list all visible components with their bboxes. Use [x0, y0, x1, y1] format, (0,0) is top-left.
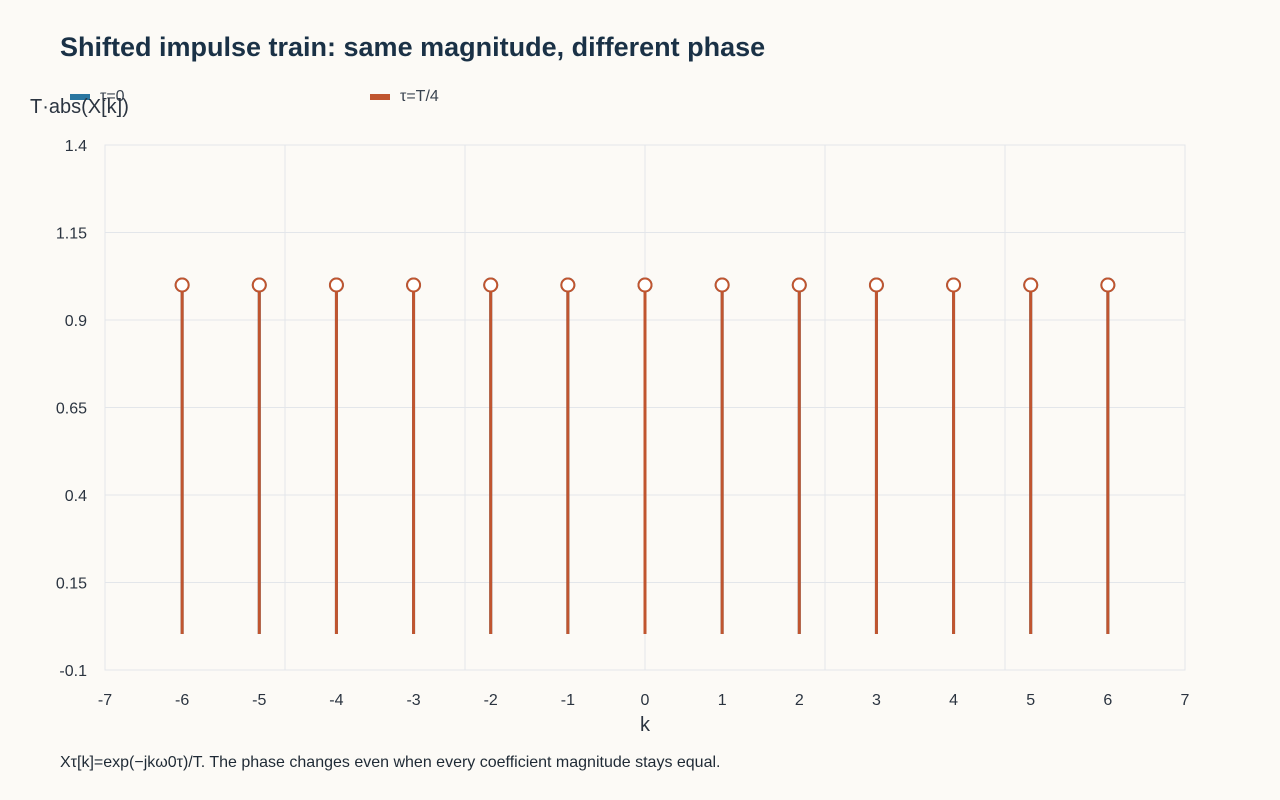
- legend-swatch-tau-0: [70, 94, 90, 100]
- x-axis-label: k: [640, 714, 650, 736]
- stem-marker-s1-k-6: [174, 277, 190, 293]
- x-tick-label-13: 6: [1103, 692, 1112, 709]
- y-tick-label-6: 1.4: [65, 138, 87, 155]
- stem-marker-s1-k6: [1100, 277, 1116, 293]
- legend-item-tau-0: τ=0: [70, 88, 125, 106]
- stem-marker-s1-k-2: [483, 277, 499, 293]
- y-tick-label-4: 0.9: [65, 313, 87, 330]
- y-tick-label-2: 0.4: [65, 488, 87, 505]
- x-tick-label-14: 7: [1181, 692, 1190, 709]
- x-tick-label-0: -7: [98, 692, 112, 709]
- legend-label-tau-quarter: τ=T/4: [400, 88, 439, 105]
- legend-item-tau-quarter: τ=T/4: [370, 88, 439, 106]
- stem-marker-s1-k-3: [406, 277, 422, 293]
- stem-marker-s1-k4: [946, 277, 962, 293]
- legend-swatch-tau-quarter: [370, 94, 390, 100]
- stem-marker-s1-k5: [1023, 277, 1039, 293]
- y-tick-label-0: -0.1: [59, 663, 87, 680]
- x-tick-label-10: 3: [872, 692, 881, 709]
- stem-marker-s1-k-4: [328, 277, 344, 293]
- chart-caption: Xτ[k]=exp(−jkω0τ)/T. The phase changes e…: [60, 754, 721, 771]
- x-tick-label-4: -3: [406, 692, 420, 709]
- y-axis-label: T·abs(X[k]): [30, 96, 129, 118]
- x-tick-label-6: -1: [561, 692, 575, 709]
- x-tick-label-5: -2: [484, 692, 498, 709]
- y-tick-label-3: 0.65: [56, 401, 87, 418]
- stem-marker-s1-k2: [791, 277, 807, 293]
- y-tick-label-5: 1.15: [56, 226, 87, 243]
- legend-label-tau-0: τ=0: [100, 88, 125, 105]
- stem-marker-s1-k3: [868, 277, 884, 293]
- chart-title: Shifted impulse train: same magnitude, d…: [60, 32, 766, 62]
- stem-marker-s1-k0: [637, 277, 653, 293]
- x-tick-label-3: -4: [329, 692, 343, 709]
- x-tick-label-7: 0: [641, 692, 650, 709]
- x-tick-label-8: 1: [718, 692, 727, 709]
- x-tick-label-12: 5: [1026, 692, 1035, 709]
- stem-marker-s1-k1: [714, 277, 730, 293]
- x-tick-label-11: 4: [949, 692, 958, 709]
- stem-marker-s1-k-5: [251, 277, 267, 293]
- x-tick-label-9: 2: [795, 692, 804, 709]
- stem-marker-s1-k-1: [560, 277, 576, 293]
- x-tick-label-1: -6: [175, 692, 189, 709]
- x-tick-label-2: -5: [252, 692, 266, 709]
- y-tick-label-1: 0.15: [56, 576, 87, 593]
